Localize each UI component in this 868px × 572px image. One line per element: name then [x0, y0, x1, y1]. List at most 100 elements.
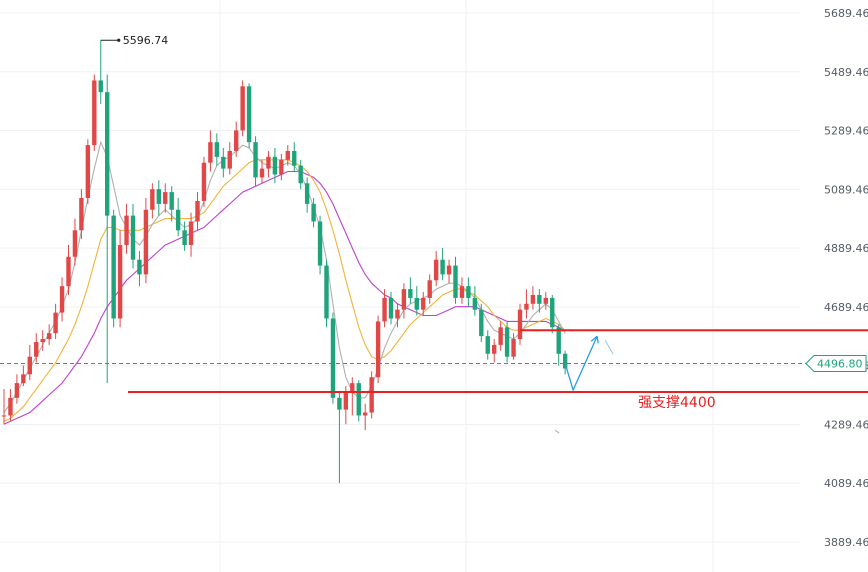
candle-body — [98, 80, 103, 93]
candle-body — [137, 259, 142, 275]
y-tick-label: 5089.46 — [824, 183, 868, 196]
candle-body — [53, 312, 58, 334]
candle-body — [485, 336, 490, 354]
candle-body — [537, 294, 542, 304]
candle-body — [156, 189, 161, 204]
candle-body — [34, 341, 39, 357]
candle-body — [117, 245, 123, 319]
candle-body — [562, 353, 568, 369]
candle-body — [130, 215, 136, 260]
y-tick-label: 4289.46 — [824, 418, 868, 431]
candle-body — [253, 142, 258, 178]
candle-body — [479, 309, 484, 337]
candle-body — [414, 297, 419, 310]
candle-body — [375, 321, 381, 378]
candle-body — [182, 230, 187, 246]
candle-body — [337, 397, 342, 410]
candle-body — [79, 197, 84, 231]
y-axis: 3889.464089.464289.464489.464689.464889.… — [824, 7, 868, 549]
candle-body — [401, 289, 407, 310]
candle-body — [492, 344, 497, 354]
y-tick-label: 4689.46 — [824, 301, 868, 314]
candle-body — [14, 383, 20, 398]
candle-body — [143, 209, 149, 275]
candles — [1, 40, 568, 484]
candle-body — [356, 383, 361, 416]
candle-body — [311, 203, 316, 222]
candle-body — [453, 265, 458, 298]
candle-body — [324, 265, 329, 319]
y-tick-label: 3889.46 — [824, 536, 868, 549]
candle-body — [433, 259, 439, 281]
candle-body — [221, 156, 226, 169]
candle-body — [466, 286, 471, 298]
candle-body — [124, 215, 129, 246]
peak-marker: 5596.74 — [100, 34, 169, 47]
candle-body — [72, 230, 78, 257]
y-tick-label: 5689.46 — [824, 7, 868, 20]
peak-dot — [117, 38, 121, 42]
candle-body — [208, 142, 213, 163]
ma-slow-line — [3, 170, 566, 425]
current-price-label: 4496.80 — [817, 358, 863, 371]
candle-body — [543, 297, 548, 304]
support-annotation: 强支撑4400 — [638, 395, 716, 411]
y-tick-label: 4089.46 — [824, 477, 868, 490]
candle-body — [556, 327, 561, 354]
projection-path — [564, 335, 598, 392]
y-tick-label: 5489.46 — [824, 66, 868, 79]
candle-body — [59, 286, 65, 313]
candle-body — [388, 297, 394, 319]
candle-body — [369, 377, 374, 413]
peak-label: 5596.74 — [123, 34, 169, 47]
candle-body — [330, 318, 336, 398]
projection-arrowhead — [590, 335, 599, 344]
current-price-tag[interactable]: 4496.80 — [805, 355, 867, 373]
candle-body — [524, 303, 529, 310]
candle-body — [279, 159, 284, 175]
candle-body — [111, 215, 116, 319]
candle-body — [363, 412, 368, 416]
candle-body — [421, 297, 426, 310]
candle-body — [446, 265, 452, 275]
candle-body — [66, 256, 71, 287]
candle-body — [214, 142, 220, 157]
candle-body — [227, 150, 232, 169]
candle-body — [240, 86, 245, 131]
candle-body — [317, 221, 323, 266]
candle-body — [27, 356, 32, 375]
candle-body — [504, 327, 510, 357]
candle-body — [292, 150, 297, 166]
candle-body — [8, 397, 13, 416]
candle-body — [272, 156, 278, 175]
candle-body — [201, 162, 207, 201]
candle-body — [459, 286, 465, 298]
candle-body — [46, 333, 52, 340]
candle-body — [266, 156, 271, 169]
candle-body — [234, 130, 239, 151]
candle-body — [40, 339, 45, 342]
candle-body — [298, 165, 303, 184]
candle-body — [550, 297, 555, 328]
candle-body — [408, 289, 413, 298]
candle-body — [498, 327, 503, 345]
y-tick-label: 4889.46 — [824, 242, 868, 255]
candle-body — [175, 209, 181, 231]
candle-body — [105, 92, 110, 216]
candle-body — [427, 280, 432, 298]
candle-body — [382, 297, 387, 322]
ma-fast-line — [3, 140, 566, 413]
candle-body — [472, 297, 478, 310]
candle-body — [1, 415, 7, 417]
candle-body — [304, 183, 310, 204]
projection-faint-tick — [604, 339, 614, 355]
candle-body — [195, 200, 200, 222]
candle-body — [21, 374, 26, 384]
price-tag-shape — [805, 355, 867, 373]
ma-mid-line — [3, 159, 566, 422]
candle-body — [395, 309, 400, 319]
candle-body — [259, 168, 265, 178]
candle-body — [350, 383, 355, 392]
candle-body — [440, 259, 445, 275]
